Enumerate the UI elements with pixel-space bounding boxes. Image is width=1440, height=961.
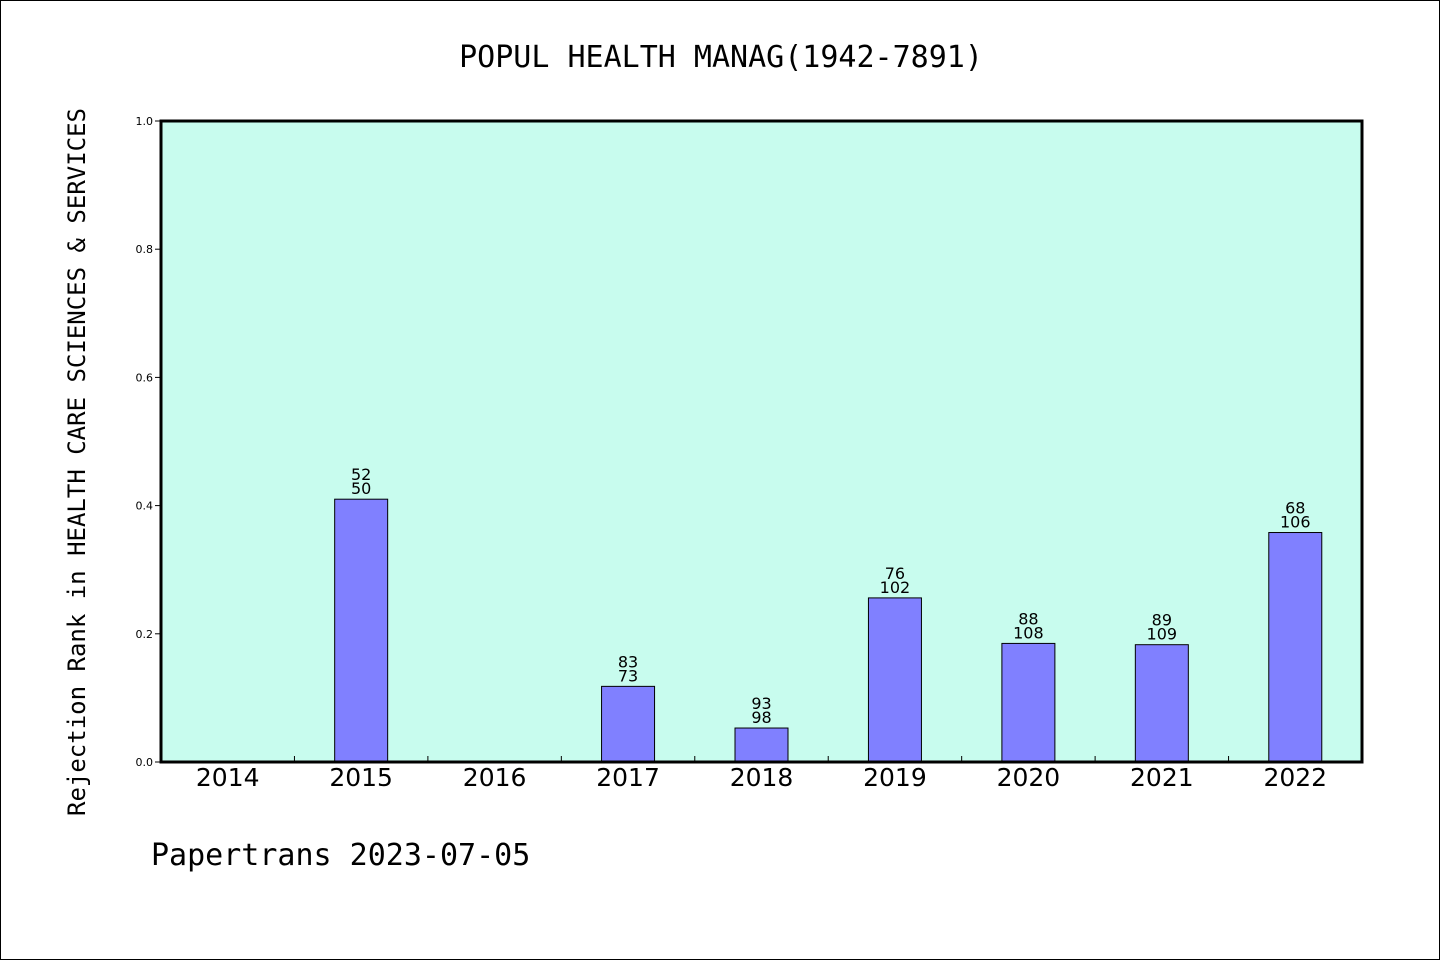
bar-label-bottom: 73: [618, 666, 638, 685]
bar-label-top: 88: [1018, 609, 1038, 628]
y-axis-ticks: 0.0 0.2 0.4 0.6 0.8 1.0: [136, 115, 161, 769]
plot-border: [159, 119, 1364, 764]
x-tick-label: 2022: [1263, 763, 1327, 792]
bar-2021: [1134, 644, 1189, 763]
bar-label-top: 89: [1152, 611, 1172, 630]
bar-label-bottom: 98: [751, 708, 771, 727]
y-tick-label: 0.0: [136, 756, 154, 769]
bar-2017: [601, 685, 656, 763]
bars: [334, 498, 1323, 763]
x-tick-label: 2018: [730, 763, 794, 792]
x-tick-label: 2021: [1130, 763, 1194, 792]
bar-label-top: 52: [351, 465, 371, 484]
bar-label-bottom: 109: [1147, 625, 1178, 644]
bar-label-top: 93: [751, 694, 771, 713]
y-axis-label: Rejection Rank in HEALTH CARE SCIENCES &…: [63, 108, 91, 816]
x-tick-label: 2016: [463, 763, 527, 792]
bar-label-bottom: 106: [1280, 513, 1311, 532]
bar-label-bottom: 108: [1013, 623, 1044, 642]
footer-credit: Papertrans 2023-07-05: [151, 838, 530, 873]
x-tick-label: 2014: [196, 763, 260, 792]
bar-label-bottom: 102: [880, 578, 911, 597]
bar-label-top: 76: [885, 564, 905, 583]
bar-2015: [334, 498, 389, 763]
x-tick-label: 2015: [329, 763, 393, 792]
bar-2022: [1268, 532, 1323, 763]
y-tick-label: 0.6: [136, 371, 154, 384]
bar-label-bottom: 50: [351, 479, 371, 498]
chart-title: POPUL HEALTH MANAG(1942-7891): [459, 40, 983, 75]
y-tick-label: 1.0: [136, 115, 154, 128]
bar-2020: [1001, 642, 1056, 763]
y-tick-label: 0.2: [136, 628, 154, 641]
x-tick-label: 2020: [997, 763, 1061, 792]
x-tick-label: 2017: [596, 763, 660, 792]
bar-label-top: 68: [1285, 499, 1305, 518]
bar-label-top: 83: [618, 652, 638, 671]
bar-2019: [867, 597, 922, 763]
x-axis-tick-labels: 2014 2015 2016 2017 2018 2019 2020 2021 2022: [196, 763, 1327, 792]
bar-2018: [734, 727, 789, 763]
x-tick-label: 2019: [863, 763, 927, 792]
y-tick-label: 0.4: [136, 500, 154, 513]
y-tick-label: 0.8: [136, 243, 154, 256]
